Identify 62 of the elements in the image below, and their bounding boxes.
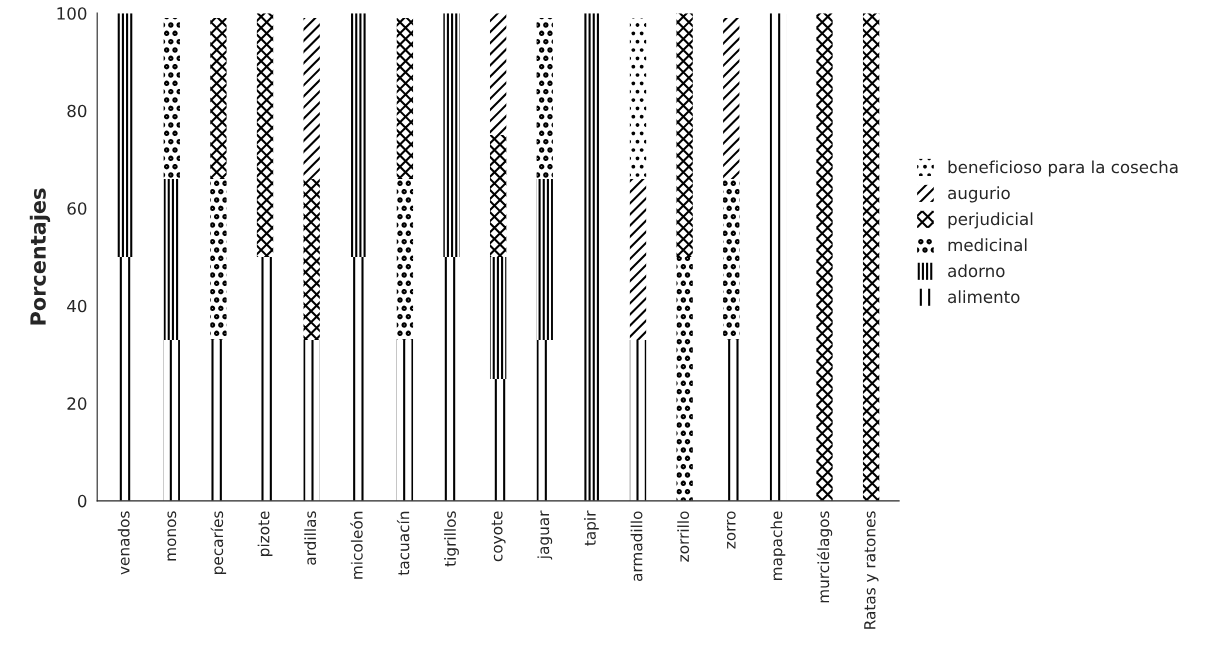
- bar: [210, 178, 227, 340]
- bar: [443, 13, 460, 258]
- bar: [303, 18, 320, 179]
- bar: [396, 18, 414, 179]
- x-tick-label: coyote: [491, 511, 506, 562]
- x-tick-label: jaguar: [537, 510, 553, 560]
- bar: [723, 18, 740, 179]
- x-tick-label: pecaríes: [210, 511, 227, 574]
- bar: [163, 339, 180, 501]
- bar: [816, 13, 833, 501]
- y-tick-label: 80: [67, 104, 87, 118]
- bar: [583, 13, 600, 501]
- bar: [676, 13, 693, 258]
- bar: [303, 339, 320, 501]
- x-tick-label: pizote: [257, 511, 273, 556]
- x-tick-label: zorrillo: [677, 511, 690, 562]
- legend-label: medicinal: [948, 238, 1027, 252]
- y-tick-label: 60: [67, 202, 87, 215]
- y-tick-label: 20: [67, 397, 87, 410]
- bar: [489, 135, 507, 258]
- x-tick-label: tigrillos: [444, 511, 459, 567]
- bar: [350, 13, 367, 258]
- x-tick-label: tacuacín: [396, 511, 410, 576]
- y-tick-label: 40: [67, 299, 87, 313]
- bar: [163, 18, 180, 179]
- legend-label: alimento: [948, 290, 1020, 304]
- bar: [303, 178, 320, 340]
- bar: [862, 13, 880, 501]
- bar: [117, 13, 134, 258]
- bar: [629, 178, 647, 340]
- x-tick-label: mapache: [770, 511, 786, 580]
- x-tick-label: Ratas y ratones: [864, 511, 879, 629]
- bar: [210, 18, 227, 179]
- x-tick-label: monos: [167, 511, 177, 561]
- x-tick-label: ardillas: [304, 511, 317, 565]
- x-tick-label: zorro: [726, 511, 736, 549]
- legend-label: adorno: [948, 264, 1005, 278]
- bar: [536, 178, 553, 340]
- y-axis-title: Porcentajes: [29, 188, 51, 325]
- bar: [723, 178, 740, 340]
- bar: [117, 257, 134, 501]
- legend-label: beneficioso para la cosecha: [948, 160, 1178, 177]
- y-tick-label: 100: [57, 7, 87, 20]
- bar: [396, 339, 414, 501]
- x-tick-label: tapir: [584, 510, 599, 546]
- y-tick-label: 0: [77, 494, 87, 508]
- bar: [396, 178, 414, 340]
- bar: [489, 13, 507, 136]
- x-tick-label: armadillo: [630, 511, 643, 582]
- legend-label: augurio: [948, 186, 1010, 203]
- bar: [163, 178, 180, 340]
- bar: [489, 257, 507, 379]
- legend-label: perjudicial: [948, 212, 1033, 229]
- bar: [629, 339, 647, 501]
- bar: [350, 257, 367, 501]
- x-tick-label: murciélagos: [816, 511, 833, 603]
- x-tick-label: venados: [117, 511, 130, 575]
- x-tick-label: micoleón: [350, 511, 363, 579]
- bar: [536, 18, 553, 179]
- bar: [256, 13, 274, 258]
- bar: [629, 18, 647, 179]
- bar: [676, 257, 693, 501]
